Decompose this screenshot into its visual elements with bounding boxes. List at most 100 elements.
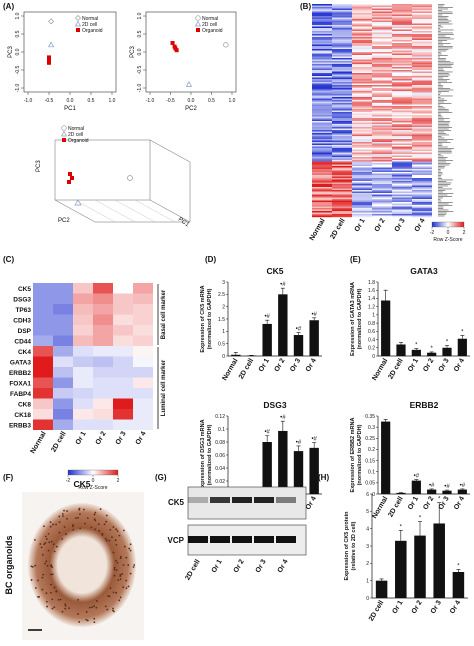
error-bar [312, 443, 316, 448]
point [196, 22, 201, 27]
cell-dot [109, 540, 111, 542]
heatmap-cell [392, 108, 412, 110]
heatmap-cell [352, 115, 372, 117]
heatmap-cell [133, 409, 153, 420]
heatmap-cell [312, 49, 332, 51]
heatmap-cell [332, 34, 352, 36]
y-axis-label: Expression of GATA3 mRNA [350, 282, 356, 356]
heatmap-cell [372, 172, 392, 174]
heatmap-cell [412, 46, 432, 48]
heatmap-cell [73, 346, 93, 357]
bar [396, 493, 405, 494]
error-bar [430, 489, 434, 490]
heatmap-cell [312, 34, 332, 36]
heatmap-cell [392, 93, 412, 95]
heatmap-cell [332, 180, 352, 182]
heatmap-cell [352, 31, 372, 33]
heatmap-cell [392, 7, 412, 9]
side-bar [438, 162, 446, 163]
heatmap-cell [332, 114, 352, 116]
heatmap-cell [372, 9, 392, 11]
y-tick-label: 0.25 [365, 436, 375, 442]
heatmap-cell [352, 190, 372, 192]
heatmap-cell [352, 57, 372, 59]
heatmap-cell [312, 97, 332, 99]
heatmap-cell [392, 82, 412, 84]
heatmap-cell [312, 90, 332, 92]
heatmap-cell [332, 153, 352, 155]
heatmap-cell [372, 100, 392, 102]
heatmap-cell [392, 64, 412, 66]
heatmap-cell [332, 136, 352, 138]
heatmap-cell [412, 6, 432, 8]
heatmap-cell [53, 283, 73, 294]
cell-dot [78, 621, 80, 623]
heatmap-cell [372, 34, 392, 36]
y-tick-label: -1.0 [137, 83, 143, 92]
side-bar [438, 39, 454, 40]
heatmap-cell [412, 7, 432, 9]
cell-dot [116, 569, 118, 571]
cell-dot [113, 552, 115, 554]
heatmap-cell [352, 9, 372, 11]
cell-dot [64, 603, 66, 605]
heatmap-cell [312, 57, 332, 59]
heatmap-cell [133, 304, 153, 315]
heatmap-cell [372, 138, 392, 140]
heatmap-cell [332, 117, 352, 119]
gene-label: ERBB2 [9, 370, 31, 377]
side-bar [438, 108, 445, 109]
side-bar [438, 10, 442, 11]
cell-dot [115, 560, 117, 562]
heatmap-cell [352, 139, 372, 141]
side-bar [438, 105, 440, 106]
y-tick-label: 0.5 [137, 30, 143, 37]
heatmap-cell [412, 157, 432, 159]
heatmap-cell [412, 205, 432, 207]
heatmap-cell [352, 69, 372, 71]
side-bar [438, 28, 440, 29]
cell-dot [52, 524, 54, 526]
heatmap-cell [332, 93, 352, 95]
heatmap-cell [312, 180, 332, 182]
heatmap-cell [372, 129, 392, 131]
heatmap-cell [312, 174, 332, 176]
heatmap-cell [332, 106, 352, 108]
heatmap-cell [392, 193, 412, 195]
heatmap-cell [33, 325, 53, 336]
heatmap-cell [412, 72, 432, 74]
heatmap-cell [93, 283, 113, 294]
side-bar [438, 211, 453, 212]
plot-frame [24, 12, 116, 92]
heatmap-cell [332, 33, 352, 35]
bar [458, 339, 467, 356]
heatmap-cell [412, 211, 432, 213]
heatmap-cell [352, 189, 372, 191]
bar [376, 581, 388, 598]
heatmap-cell [392, 36, 412, 38]
side-bar [438, 16, 449, 17]
heatmap-cell [312, 79, 332, 81]
heatmap-cell [392, 100, 412, 102]
cell-dot [125, 580, 127, 582]
heatmap-cell [392, 142, 412, 144]
heatmap-cell [372, 126, 392, 128]
heatmap-cell [372, 169, 392, 171]
heatmap-cell [352, 123, 372, 125]
heatmap-cell [332, 75, 352, 77]
panel-label: (B) [300, 2, 311, 11]
heatmap-cell [392, 118, 412, 120]
heatmap-cell [372, 201, 392, 203]
y-tick-label: -0.5 [15, 65, 21, 74]
heatmap-cell [412, 54, 432, 56]
side-bar [438, 7, 453, 8]
heatmap-cell [332, 73, 352, 75]
band [232, 497, 252, 503]
heatmap-cell [332, 97, 352, 99]
heatmap-cell [332, 37, 352, 39]
error-bar [445, 346, 449, 348]
heatmap-cell [412, 55, 432, 57]
cell-dot [105, 538, 107, 540]
cell-dot [62, 611, 64, 613]
heatmap-cell [332, 154, 352, 156]
